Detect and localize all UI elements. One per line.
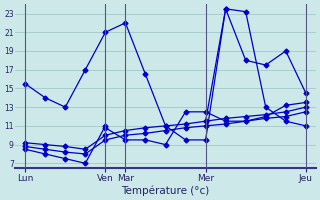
X-axis label: Température (°c): Température (°c): [121, 185, 210, 196]
